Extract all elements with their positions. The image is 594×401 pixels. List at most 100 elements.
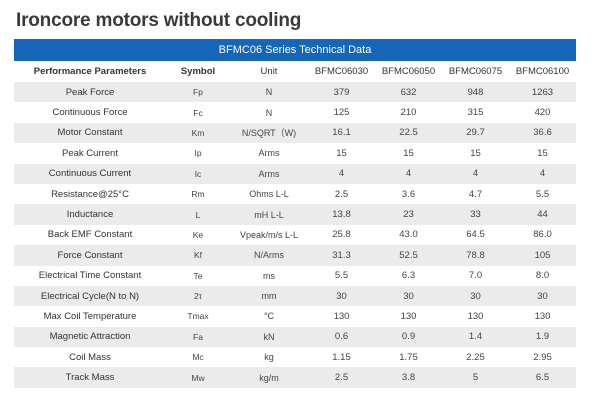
spec-table: BFMC06 Series Technical Data Performance…: [14, 39, 576, 388]
value-cell: 4.7: [442, 183, 509, 205]
value-cell: 36.6: [509, 122, 576, 144]
table-caption: BFMC06 Series Technical Data: [14, 39, 576, 61]
symbol-cell: Kf: [166, 245, 230, 266]
column-header: BFMC06100: [509, 61, 576, 82]
value-cell: 1.75: [375, 347, 442, 368]
unit-cell: Vpeak/m/s L-L: [230, 224, 308, 246]
parameter-cell: Track Mass: [14, 367, 166, 388]
column-header: BFMC06030: [308, 61, 375, 82]
value-cell: 379: [308, 82, 375, 103]
table-row: Peak Current Ip Arms 15 15 15 15: [14, 143, 576, 164]
value-cell: 3.8: [375, 367, 442, 388]
symbol-cell: Fa: [166, 326, 230, 348]
symbol-cell: Rm: [166, 183, 230, 205]
value-cell: 5: [442, 367, 509, 388]
page-title: Ironcore motors without cooling: [16, 10, 302, 31]
value-cell: 420: [509, 102, 576, 123]
value-cell: 0.9: [375, 326, 442, 348]
value-cell: 2.5: [308, 367, 375, 388]
parameter-cell: Magnetic Attraction: [14, 326, 166, 348]
table-row: Back EMF Constant Ke Vpeak/m/s L-L 25.8 43.0…: [14, 224, 576, 246]
value-cell: 15: [375, 143, 442, 164]
value-cell: 13.8: [308, 204, 375, 225]
parameter-cell: Continuous Current: [14, 163, 166, 184]
value-cell: 948: [442, 82, 509, 103]
unit-cell: N: [230, 102, 308, 123]
value-cell: 6.3: [375, 265, 442, 286]
symbol-cell: Ke: [166, 224, 230, 246]
value-cell: 210: [375, 102, 442, 123]
value-cell: 25.8: [308, 224, 375, 246]
table-header-row: Performance Parameters Symbol Unit BFMC0…: [14, 61, 576, 82]
value-cell: 2.95: [509, 347, 576, 368]
value-cell: 31.3: [308, 245, 375, 266]
value-cell: 130: [442, 306, 509, 327]
column-header: Performance Parameters: [14, 61, 166, 82]
value-cell: 43.0: [375, 224, 442, 246]
spec-table-grid: Performance Parameters Symbol Unit BFMC0…: [14, 61, 576, 388]
value-cell: 44: [509, 204, 576, 225]
symbol-cell: Te: [166, 265, 230, 286]
value-cell: 30: [375, 285, 442, 307]
unit-cell: N/Arms: [230, 245, 308, 266]
parameter-cell: Resistance@25°C: [14, 183, 166, 205]
symbol-cell: Mc: [166, 347, 230, 368]
parameter-cell: Max Coil Temperature: [14, 306, 166, 327]
column-header: Unit: [230, 61, 308, 82]
column-header: Symbol: [166, 61, 230, 82]
unit-cell: Arms: [230, 163, 308, 184]
symbol-cell: Km: [166, 122, 230, 144]
value-cell: 4: [375, 163, 442, 184]
table-row: Electrical Cycle(N to N) 2τ mm 30 30 30 30: [14, 285, 576, 307]
value-cell: 1.15: [308, 347, 375, 368]
table-row: Peak Force Fp N 379 632 948 1263: [14, 82, 576, 103]
parameter-cell: Motor Constant: [14, 122, 166, 144]
parameter-cell: Inductance: [14, 204, 166, 225]
table-row: Continuous Current Ic Arms 4 4 4 4: [14, 163, 576, 184]
table-row: Max Coil Temperature Tmax °C 130 130 130 130: [14, 306, 576, 327]
parameter-cell: Electrical Time Constant: [14, 265, 166, 286]
unit-cell: °C: [230, 306, 308, 327]
value-cell: 130: [509, 306, 576, 327]
table-row: Continuous Force Fc N 125 210 315 420: [14, 102, 576, 123]
value-cell: 30: [442, 285, 509, 307]
unit-cell: kN: [230, 326, 308, 348]
unit-cell: mH L-L: [230, 204, 308, 225]
unit-cell: Ohms L-L: [230, 183, 308, 205]
table-body: Peak Force Fp N 379 632 948 1263 Continuous For…: [14, 82, 576, 388]
value-cell: 5.5: [308, 265, 375, 286]
parameter-cell: Back EMF Constant: [14, 224, 166, 246]
value-cell: 52.5: [375, 245, 442, 266]
symbol-cell: Ip: [166, 143, 230, 164]
unit-cell: N/SQRT（W): [230, 122, 308, 144]
symbol-cell: Mw: [166, 367, 230, 388]
value-cell: 105: [509, 245, 576, 266]
value-cell: 1.4: [442, 326, 509, 348]
value-cell: 5.5: [509, 183, 576, 205]
value-cell: 2.5: [308, 183, 375, 205]
value-cell: 33: [442, 204, 509, 225]
unit-cell: ms: [230, 265, 308, 286]
parameter-cell: Electrical Cycle(N to N): [14, 285, 166, 307]
value-cell: 8.0: [509, 265, 576, 286]
unit-cell: Arms: [230, 143, 308, 164]
symbol-cell: L: [166, 204, 230, 225]
value-cell: 4: [509, 163, 576, 184]
unit-cell: mm: [230, 285, 308, 307]
value-cell: 15: [442, 143, 509, 164]
value-cell: 30: [308, 285, 375, 307]
column-header: BFMC06075: [442, 61, 509, 82]
parameter-cell: Continuous Force: [14, 102, 166, 123]
table-row: Coil Mass Mc kg 1.15 1.75 2.25 2.95: [14, 347, 576, 368]
value-cell: 23: [375, 204, 442, 225]
value-cell: 78.8: [442, 245, 509, 266]
value-cell: 16.1: [308, 122, 375, 144]
parameter-cell: Peak Current: [14, 143, 166, 164]
parameter-cell: Coil Mass: [14, 347, 166, 368]
table-row: Resistance@25°C Rm Ohms L-L 2.5 3.6 4.7 5.5: [14, 183, 576, 205]
table-row: Magnetic Attraction Fa kN 0.6 0.9 1.4 1.9: [14, 326, 576, 348]
value-cell: 6.5: [509, 367, 576, 388]
value-cell: 130: [375, 306, 442, 327]
value-cell: 15: [308, 143, 375, 164]
